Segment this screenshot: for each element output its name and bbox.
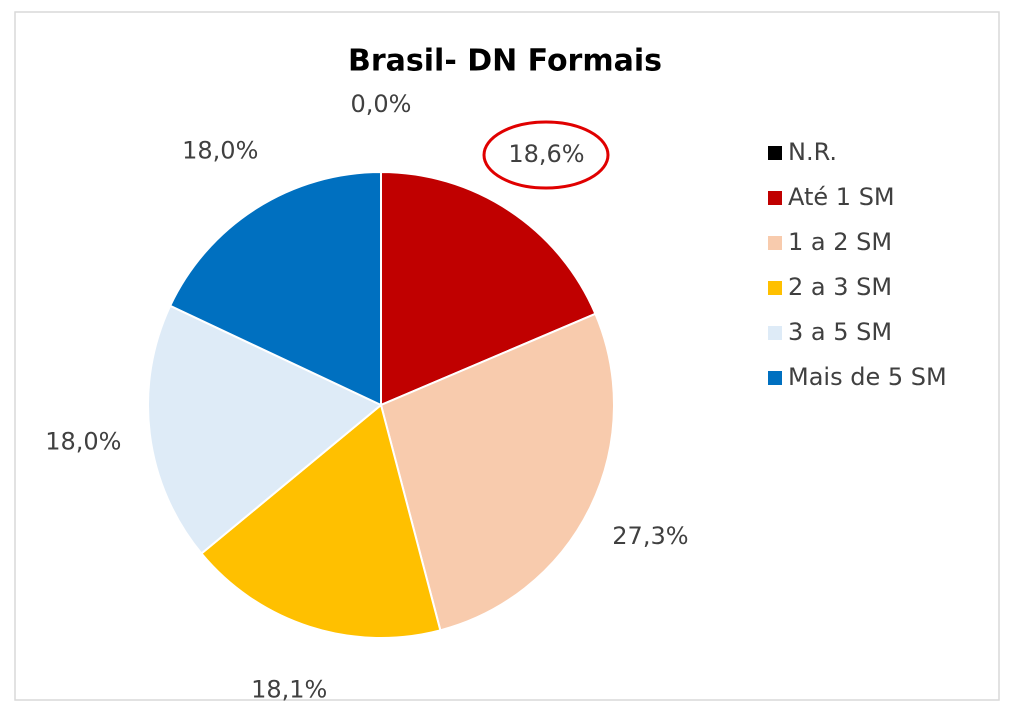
pie-slice [200,403,442,639]
data-label: 18,1% [251,676,327,701]
legend-swatch [768,146,782,160]
data-label: 18,6% [508,140,584,168]
legend-swatch [768,371,782,385]
chart-title: Brasil- DN Formais [348,44,662,79]
legend-swatch [768,281,782,295]
data-label: 18,0% [45,428,121,456]
pie-slice [147,304,383,555]
legend-label: N.R. [788,138,837,166]
data-label: 27,3% [612,522,688,550]
legend-label: 2 a 3 SM [788,273,892,301]
data-label: 18,0% [182,137,258,165]
legend-swatch [768,326,782,340]
legend-swatch [768,191,782,205]
pie-slice [379,312,615,632]
legend-label: 1 a 2 SM [788,228,892,256]
data-label: 0,0% [351,90,412,118]
highlight-circle [482,120,610,190]
legend-label: 3 a 5 SM [788,318,892,346]
legend-label: Até 1 SM [788,183,895,211]
legend-swatch [768,236,782,250]
pie-slice [380,170,597,407]
legend-label: Mais de 5 SM [788,363,947,391]
pie-slice [168,170,382,407]
